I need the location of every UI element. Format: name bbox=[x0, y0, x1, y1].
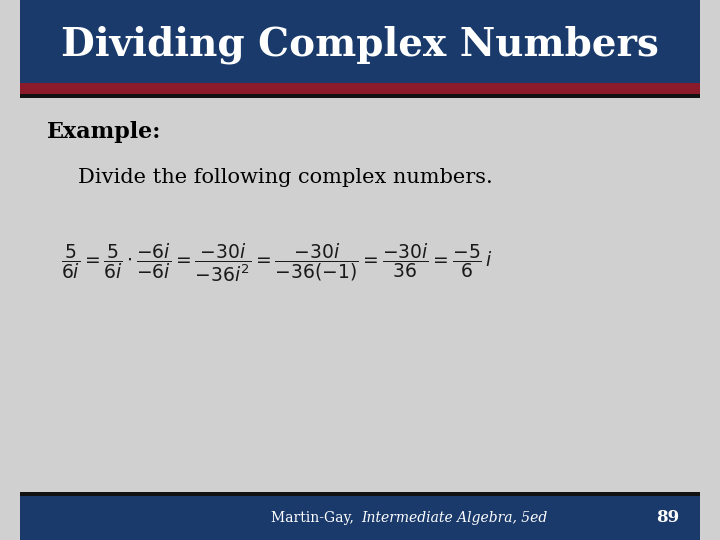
Text: Divide the following complex numbers.: Divide the following complex numbers. bbox=[78, 167, 492, 187]
Text: Dividing Complex Numbers: Dividing Complex Numbers bbox=[61, 25, 659, 64]
Text: $\dfrac{5}{6i} = \dfrac{5}{6i} \cdot \dfrac{-6i}{-6i} = \dfrac{-30i}{-36i^2} = \: $\dfrac{5}{6i} = \dfrac{5}{6i} \cdot \df… bbox=[60, 241, 492, 283]
Text: Example:: Example: bbox=[47, 122, 161, 143]
Text: Intermediate Algebra, 5ed: Intermediate Algebra, 5ed bbox=[361, 511, 548, 525]
FancyBboxPatch shape bbox=[20, 496, 700, 540]
FancyBboxPatch shape bbox=[20, 94, 700, 98]
FancyBboxPatch shape bbox=[20, 83, 700, 94]
Text: 89: 89 bbox=[657, 509, 680, 526]
Text: Martin-Gay,: Martin-Gay, bbox=[271, 511, 359, 525]
FancyBboxPatch shape bbox=[20, 0, 700, 84]
FancyBboxPatch shape bbox=[20, 492, 700, 496]
